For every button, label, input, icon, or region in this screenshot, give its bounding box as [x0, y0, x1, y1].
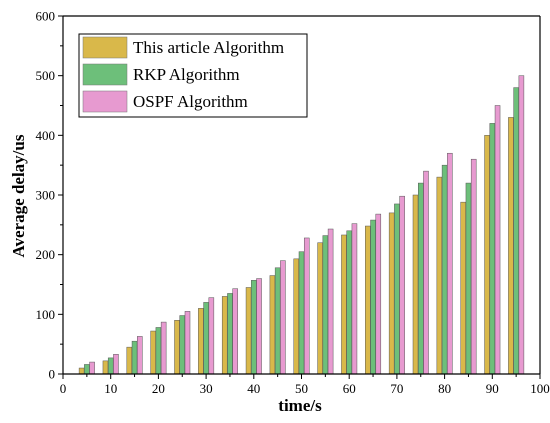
bar-2-5: [84, 364, 90, 375]
bar-2-95: [513, 87, 519, 375]
bar-2-40: [251, 280, 257, 375]
x-axis-title: time/s: [278, 396, 322, 415]
bar-1-80: [436, 176, 443, 375]
bar-3-35: [232, 288, 238, 375]
bar-2-25: [179, 315, 186, 375]
x-tick-label-10: 10: [104, 381, 117, 396]
bar-3-10: [113, 354, 119, 375]
y-tick-label-300: 300: [36, 188, 56, 203]
bar-3-30: [208, 297, 215, 375]
legend-label-3: OSPF Algorithm: [133, 92, 248, 111]
bar-1-40: [245, 287, 252, 375]
bar-1-5: [78, 367, 85, 375]
bar-2-50: [298, 251, 305, 375]
bar-2-70: [394, 203, 400, 375]
bar-3-5: [89, 361, 95, 375]
bar-3-45: [280, 260, 286, 375]
bar-1-20: [150, 330, 156, 375]
bar-2-20: [155, 327, 162, 375]
bar-2-60: [346, 230, 352, 375]
bar-2-85: [465, 182, 472, 375]
y-tick-label-400: 400: [36, 128, 56, 143]
bar-1-95: [508, 117, 514, 375]
bar-1-55: [317, 242, 323, 375]
bar-2-75: [418, 182, 424, 375]
bar-2-90: [489, 123, 496, 375]
y-tick-label-100: 100: [36, 307, 56, 322]
x-tick-label-40: 40: [247, 381, 260, 396]
bar-1-45: [269, 275, 276, 375]
bar-3-60: [351, 223, 358, 375]
bar-1-60: [341, 234, 347, 375]
bar-3-95: [518, 75, 525, 375]
bar-3-80: [447, 152, 453, 375]
y-tick-label-0: 0: [49, 367, 56, 382]
bar-3-65: [375, 213, 382, 375]
x-tick-label-100: 100: [530, 381, 550, 396]
bar-3-40: [256, 278, 262, 375]
axes-layer: 0 100 200 300 400 500 600 0 10 20 30 40 50 60 70 80 90 10…: [36, 9, 550, 397]
legend: This article Algorithm RKP Algorithm OSPF …: [78, 33, 308, 118]
x-tick-label-30: 30: [200, 381, 213, 396]
legend-swatch-2: [82, 63, 128, 86]
bar-3-75: [423, 170, 429, 375]
legend-label-1: This article Algorithm: [133, 38, 284, 57]
bar-2-80: [441, 164, 448, 375]
bar-2-10: [107, 357, 114, 375]
bar-3-20: [160, 321, 167, 375]
bar-1-10: [102, 360, 109, 375]
bar-2-15: [131, 340, 138, 375]
legend-label-2: RKP Algorithm: [133, 65, 240, 84]
bar-1-65: [365, 225, 371, 375]
bar-3-25: [184, 311, 191, 375]
y-tick-label-600: 600: [36, 9, 56, 24]
bar-3-15: [137, 336, 143, 375]
bar-1-50: [293, 258, 300, 375]
bar-2-35: [227, 293, 233, 375]
bar-3-50: [303, 237, 310, 375]
y-tick-label-500: 500: [36, 68, 56, 83]
bar-2-65: [370, 219, 376, 375]
bar-1-90: [484, 135, 490, 375]
y-tick-label-200: 200: [36, 247, 56, 262]
bar-3-85: [470, 158, 477, 375]
bar-2-55: [322, 235, 329, 375]
bar-3-90: [494, 105, 501, 375]
bar-1-30: [198, 308, 204, 375]
bar-2-30: [203, 302, 209, 375]
legend-swatch-3: [82, 90, 128, 113]
x-tick-label-70: 70: [390, 381, 403, 396]
x-tick-label-90: 90: [486, 381, 499, 396]
y-axis-title: Average delay/us: [9, 134, 28, 257]
x-tick-label-50: 50: [295, 381, 308, 396]
bar-1-70: [388, 212, 395, 375]
bar-1-35: [221, 296, 228, 375]
x-tick-label-80: 80: [438, 381, 451, 396]
x-tick-label-0: 0: [60, 381, 67, 396]
bar-1-25: [174, 320, 180, 375]
bar-3-55: [327, 228, 334, 375]
bar-1-15: [126, 346, 133, 375]
legend-swatch-1: [82, 36, 128, 59]
bar-2-45: [274, 267, 281, 375]
bar-1-85: [460, 201, 466, 375]
x-tick-label-60: 60: [343, 381, 356, 396]
bars-layer: [78, 75, 525, 375]
x-tick-label-20: 20: [152, 381, 165, 396]
bar-1-75: [412, 194, 419, 375]
bar-3-70: [399, 195, 405, 375]
